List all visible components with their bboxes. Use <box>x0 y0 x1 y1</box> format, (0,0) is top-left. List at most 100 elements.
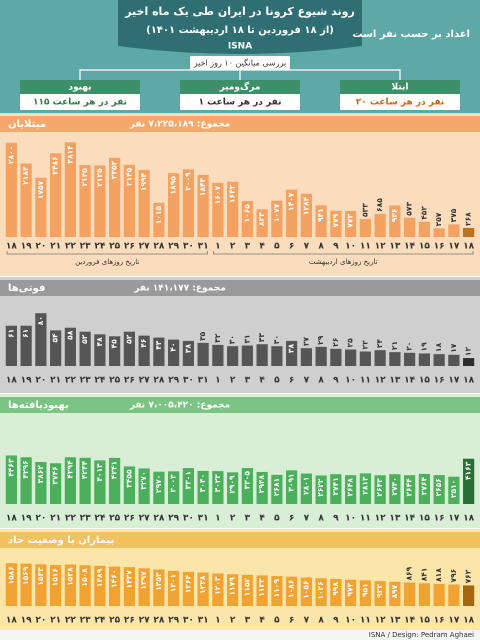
bar <box>5 325 17 366</box>
bar <box>359 219 371 237</box>
bar <box>153 337 165 366</box>
x-tick-label: ۱۹ <box>21 616 32 626</box>
bar <box>123 567 135 606</box>
bar <box>389 352 401 366</box>
x-tick-label: ۷ <box>304 376 310 386</box>
x-tick-label: ۲۳ <box>80 514 91 524</box>
x-tick-label: ۶ <box>289 242 295 252</box>
x-tick-label: ۱۶ <box>434 242 445 252</box>
bar <box>168 173 180 237</box>
x-tick-label: ۱۳ <box>389 242 400 252</box>
x-tick-label: ۵ <box>274 616 280 626</box>
bar <box>123 331 135 366</box>
x-tick-label: ۲۸ <box>153 242 164 252</box>
bar <box>389 205 401 237</box>
x-tick-label: ۱۲ <box>375 376 386 386</box>
bar <box>109 336 121 366</box>
bar <box>448 354 460 366</box>
box-recovered: بهبود ۱۱۵ نفر در هر ساعت <box>20 80 140 110</box>
x-tick-label: ۴ <box>259 242 265 252</box>
x-tick-label: ۲۲ <box>65 514 76 524</box>
x-tick-label: ۲۵ <box>109 514 120 524</box>
bar <box>168 339 180 366</box>
x-tick-label: ۲۹ <box>168 616 179 626</box>
value-label: ۱۲۸۴ <box>301 196 310 215</box>
x-tick-label: ۹ <box>333 242 339 252</box>
value-label: ۱۲۶۴ <box>183 574 192 593</box>
bar <box>182 340 194 366</box>
bar <box>138 335 150 366</box>
x-tick-label: ۹ <box>333 616 339 626</box>
x-tick-label: ۳۱ <box>198 242 209 252</box>
x-tick-label: ۵ <box>274 376 280 386</box>
value-label: ۳۴۵۵ <box>124 469 133 488</box>
bar <box>448 476 460 504</box>
bar <box>256 575 268 606</box>
x-tick-label: ۱۹ <box>21 242 32 252</box>
bar <box>448 584 460 606</box>
value-label: ۳۰ <box>228 335 237 344</box>
average-pill <box>190 56 290 70</box>
bar <box>35 564 47 606</box>
value-label: ۷۹۶ <box>449 569 458 583</box>
x-tick-label: ۲۸ <box>153 376 164 386</box>
bar <box>109 157 121 237</box>
section-title: فوتی‌ها <box>8 283 45 294</box>
x-tick-label: ۱۵ <box>419 242 430 252</box>
value-label: ۱۵۴۳ <box>36 567 45 586</box>
x-tick-label: ۲۷ <box>139 376 150 386</box>
value-label: ۳۱ <box>242 334 251 343</box>
bar <box>79 165 91 237</box>
x-tick-label: ۱۸ <box>463 242 474 252</box>
value-label: ۱۳۹۷ <box>139 571 148 590</box>
x-tick-label: ۱۹ <box>21 376 32 386</box>
value-label: ۲۶۸ <box>464 212 473 226</box>
value-label: ۲۵۱۰ <box>449 480 458 498</box>
value-label: ۲۶۴۸ <box>346 478 355 497</box>
x-tick-label: ۹ <box>333 376 339 386</box>
x-tick-label: ۲ <box>230 242 236 252</box>
value-label: ۱۴۳۷ <box>124 570 133 589</box>
bar <box>241 468 253 504</box>
value-label: ۱۴۸۹ <box>95 568 104 587</box>
value-label: ۲۷۶۴ <box>419 477 428 496</box>
value-label: ۴۲۴۱ <box>110 461 119 479</box>
value-label: ۱۲ <box>464 347 473 357</box>
value-label: ۲۶ <box>331 338 340 347</box>
value-label: ۳۲ <box>213 333 222 343</box>
bar <box>212 344 224 366</box>
value-label: ۲۱ <box>390 341 399 350</box>
value-label: ۳۵ <box>198 331 207 341</box>
section-title: بیماران با وضعیت حاد <box>8 535 114 546</box>
bar <box>256 344 268 366</box>
box-cases: ابتلا ۲۰ نفر در هر ساعت <box>340 80 460 110</box>
value-label: ۲۹۴۸ <box>257 475 266 494</box>
x-tick-label: ۳ <box>245 616 251 626</box>
x-tick-label: ۱۴ <box>404 514 415 524</box>
box-body <box>20 94 140 110</box>
value-label: ۳۸ <box>287 343 296 353</box>
value-label: ۲۱۲۵ <box>95 168 104 187</box>
month-bracket <box>213 251 474 255</box>
value-label: ۳۸ <box>183 343 192 353</box>
x-tick-label: ۲۶ <box>124 616 135 626</box>
bar <box>300 577 312 606</box>
bar <box>79 457 91 504</box>
value-label: ۲۸۱۴ <box>65 145 74 164</box>
x-tick-label: ۳۱ <box>198 616 209 626</box>
bar <box>359 473 371 504</box>
box-deaths: مرگ‌ومیر ۱ نفر در هر ساعت <box>180 80 300 110</box>
x-tick-label: ۸ <box>318 242 324 252</box>
bar <box>227 346 239 366</box>
value-label: ۷۷۹ <box>331 213 340 227</box>
bar <box>271 474 283 504</box>
x-tick-label: ۲۴ <box>94 376 105 386</box>
value-label: ۵۲ <box>80 334 89 344</box>
bar <box>286 340 298 366</box>
bar <box>315 475 327 504</box>
bar <box>315 205 327 237</box>
value-label: ۱۷ <box>449 343 458 353</box>
x-tick-label: ۱۸ <box>6 514 17 524</box>
value-label: ۴۱۶۳ <box>464 461 473 480</box>
x-tick-label: ۲۰ <box>35 514 46 524</box>
